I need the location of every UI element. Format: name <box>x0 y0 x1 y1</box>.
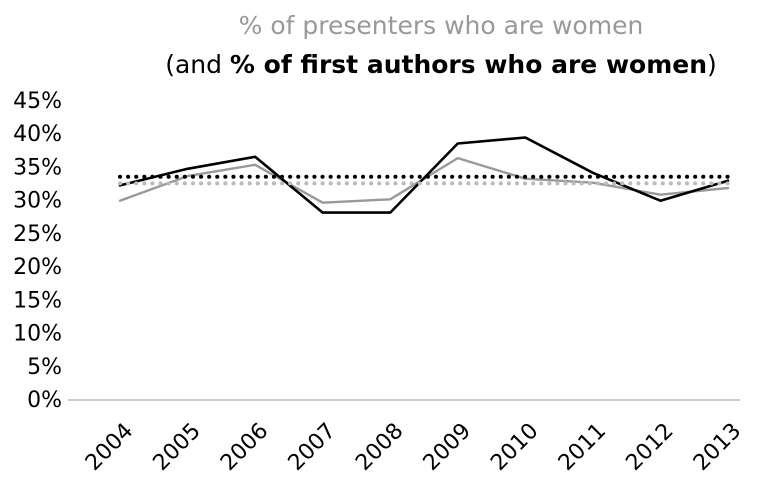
y-tick-label: 0% <box>27 388 62 413</box>
x-axis-ticks: 2004 2005 2006 2007 2008 2009 2010 2011 2012 2013 <box>81 419 746 476</box>
chart-title-line2-open: (and <box>165 50 230 79</box>
y-tick-label: 5% <box>27 355 62 380</box>
y-tick-label: 30% <box>13 189 62 214</box>
x-tick-label: 2005 <box>149 419 206 476</box>
chart-title-line2-bold: % of first authors who are women <box>230 50 707 79</box>
series-layer <box>118 136 730 214</box>
y-tick-label: 40% <box>13 122 62 147</box>
chart-title-line1: % of presenters who are women <box>239 11 644 40</box>
series-2 <box>118 136 730 214</box>
y-tick-label: 15% <box>13 288 62 313</box>
chart-title-line2-close: ) <box>707 50 717 79</box>
x-tick-label: 2010 <box>486 419 543 476</box>
y-tick-label: 25% <box>13 222 62 247</box>
series-line <box>118 136 730 214</box>
x-tick-label: 2011 <box>554 419 611 476</box>
x-tick-label: 2013 <box>689 419 746 476</box>
y-tick-label: 45% <box>13 89 62 114</box>
y-axis-ticks: 0% 5% 10% 15% 20% 25% 30% 35% 40% 45% <box>13 89 62 413</box>
x-tick-label: 2007 <box>284 419 341 476</box>
x-tick-label: 2004 <box>81 419 138 476</box>
y-tick-label: 20% <box>13 255 62 280</box>
x-tick-label: 2008 <box>351 419 408 476</box>
x-tick-label: 2012 <box>621 419 678 476</box>
y-tick-label: 10% <box>13 322 62 347</box>
x-tick-label: 2009 <box>419 419 476 476</box>
y-tick-label: 35% <box>13 155 62 180</box>
x-tick-label: 2006 <box>216 419 273 476</box>
chart-title-line2: (and % of first authors who are women) <box>165 50 717 79</box>
